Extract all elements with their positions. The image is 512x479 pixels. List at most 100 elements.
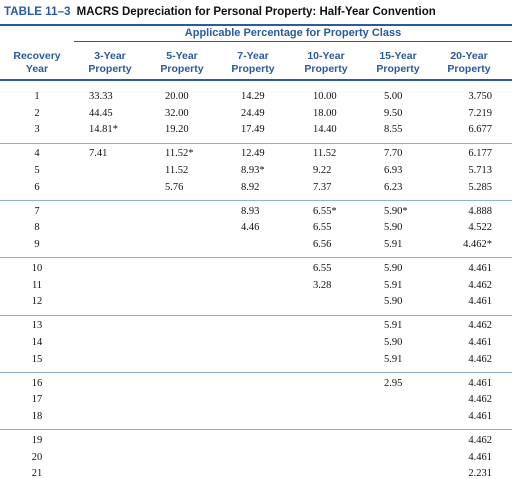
percentage-cell: 6.177: [468, 148, 492, 160]
column-header-line2: Property: [88, 63, 132, 75]
percentage-cell: 3.28: [313, 279, 332, 291]
percentage-cell: 14.40: [313, 124, 337, 136]
group-separator-rule: [0, 314, 512, 316]
percentage-cell: 32.00: [165, 107, 189, 119]
percentage-cell: 6.93: [384, 165, 403, 176]
recovery-year-cell: 17: [31, 394, 43, 406]
column-header: 5-Year Property: [147, 50, 217, 76]
percentage-cell: 4.461: [468, 410, 492, 422]
percentage-cell: 4.888: [468, 205, 492, 217]
recovery-year-cell: 6: [34, 181, 40, 193]
column-header-line1: 7-Year: [237, 50, 269, 62]
percentage-cell: 4.462: [468, 394, 492, 406]
percentage-cell: 6.55: [313, 222, 332, 234]
recovery-year-cell: 5: [34, 165, 40, 176]
column-header-line1: 20-Year: [450, 50, 488, 62]
column-header: 7-Year Property: [218, 50, 288, 76]
recovery-year-cell: 20: [31, 451, 43, 463]
column-header-line2: Property: [376, 63, 420, 75]
percentage-cell: 4.462: [468, 279, 492, 291]
group-separator-rule: [0, 257, 512, 259]
percentage-cell: 14.29: [241, 91, 265, 102]
table-title-text: MACRS Depreciation for Personal Property…: [76, 6, 436, 18]
percentage-cell: 2.95: [384, 377, 403, 389]
group-separator-rule: [0, 429, 512, 431]
column-header-line1: 3-Year: [94, 50, 126, 62]
percentage-cell: 33.33: [89, 91, 113, 102]
percentage-cell: 5.90: [384, 336, 403, 348]
percentage-cell: 5.90*: [384, 205, 408, 217]
column-header: Recovery Year: [2, 50, 72, 76]
column-header-line2: Property: [231, 63, 275, 75]
span-header-rule: [74, 41, 512, 42]
percentage-cell: 4.461: [468, 262, 492, 274]
percentage-cell: 18.00: [313, 107, 337, 119]
column-header: 20-Year Property: [434, 50, 504, 76]
percentage-cell: 7.70: [384, 148, 403, 160]
recovery-year-cell: 11: [31, 279, 43, 291]
percentage-cell: 4.522: [468, 222, 492, 234]
percentage-cell: 4.461: [468, 451, 492, 463]
column-header-line1: 5-Year: [166, 50, 198, 62]
column-header: 15-Year Property: [363, 50, 433, 76]
percentage-cell: 14.81*: [89, 124, 118, 136]
percentage-cell: 8.93*: [241, 165, 265, 176]
percentage-cell: 4.461: [468, 296, 492, 308]
percentage-cell: 5.91: [384, 239, 403, 250]
percentage-cell: 7.37: [313, 181, 332, 193]
recovery-year-cell: 10: [31, 262, 43, 274]
percentage-cell: 5.90: [384, 262, 403, 274]
table-number: TABLE 11–3: [4, 6, 71, 18]
percentage-cell: 3.750: [468, 91, 492, 102]
recovery-year-cell: 7: [34, 205, 40, 217]
column-header-line1: 15-Year: [379, 50, 417, 62]
percentage-cell: 8.92: [241, 181, 260, 193]
percentage-cell: 12.49: [241, 148, 265, 160]
recovery-year-cell: 12: [31, 296, 43, 308]
group-separator-rule: [0, 371, 512, 373]
header-bottom-rule: [0, 79, 512, 81]
column-header: 10-Year Property: [291, 50, 361, 76]
percentage-cell: 6.55*: [313, 205, 337, 217]
percentage-cell: 2.231: [468, 468, 492, 479]
percentage-cell: 6.55: [313, 262, 332, 274]
percentage-cell: 9.50: [384, 107, 403, 119]
percentage-cell: 17.49: [241, 124, 265, 136]
percentage-cell: 4.46: [241, 222, 260, 234]
percentage-cell: 19.20: [165, 124, 189, 136]
property-class-span-header: Applicable Percentage for Property Class: [184, 27, 402, 39]
percentage-cell: 5.713: [468, 165, 492, 176]
recovery-year-cell: 19: [31, 434, 43, 446]
column-header-line2: Property: [160, 63, 204, 75]
recovery-year-cell: 18: [31, 410, 43, 422]
recovery-year-cell: 21: [31, 468, 43, 479]
percentage-cell: 8.93: [241, 205, 260, 217]
percentage-cell: 4.462*: [463, 239, 492, 250]
recovery-year-cell: 16: [31, 377, 43, 389]
recovery-year-cell: 1: [34, 91, 40, 102]
percentage-cell: 5.91: [384, 353, 403, 365]
recovery-year-cell: 13: [31, 320, 43, 332]
column-header-line2: Year: [25, 63, 49, 75]
percentage-cell: 4.461: [468, 336, 492, 348]
recovery-year-cell: 4: [34, 148, 40, 160]
percentage-cell: 5.00: [384, 91, 403, 102]
recovery-year-cell: 14: [31, 336, 43, 348]
recovery-year-cell: 8: [34, 222, 40, 234]
recovery-year-cell: 2: [34, 107, 40, 119]
percentage-cell: 6.23: [384, 181, 403, 193]
percentage-cell: 8.55: [384, 124, 403, 136]
percentage-cell: 5.76: [165, 181, 184, 193]
column-header-line2: Property: [447, 63, 491, 75]
percentage-cell: 5.285: [468, 181, 492, 193]
percentage-cell: 5.91: [384, 320, 403, 332]
percentage-cell: 11.52: [313, 148, 337, 160]
percentage-cell: 11.52: [165, 165, 189, 176]
percentage-cell: 20.00: [165, 91, 189, 102]
percentage-cell: 4.462: [468, 434, 492, 446]
percentage-cell: 9.22: [313, 165, 332, 176]
table-title: TABLE 11–3 MACRS Depreciation for Person…: [4, 4, 436, 20]
percentage-cell: 5.90: [384, 222, 403, 234]
percentage-cell: 5.90: [384, 296, 403, 308]
